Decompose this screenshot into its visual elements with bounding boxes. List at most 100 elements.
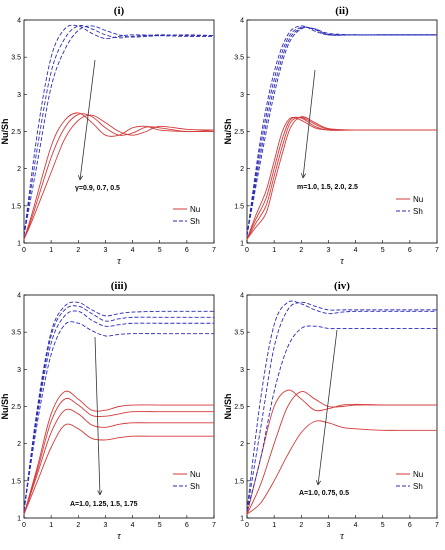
y-tick-label: 2	[240, 166, 244, 173]
y-tick-label: 1.5	[234, 478, 244, 485]
y-axis-label: Nu/Sh	[223, 119, 233, 145]
panel-title: (iii)	[111, 280, 128, 292]
x-tick-label: 0	[245, 522, 249, 529]
nu-series-line	[246, 420, 437, 515]
nu-series-line	[23, 397, 214, 515]
nu-series-line	[23, 390, 214, 515]
legend-sh-label: Sh	[413, 207, 423, 216]
y-tick-label: 3.5	[234, 55, 244, 62]
sh-series-line	[246, 27, 437, 236]
y-tick-label: 1.5	[11, 478, 21, 485]
y-tick-label: 4	[17, 18, 21, 25]
y-tick-label: 3.5	[234, 330, 244, 337]
x-tick-label: 2	[299, 247, 303, 254]
annotation-arrow	[317, 329, 338, 486]
annotation-arrow	[94, 336, 101, 496]
legend-box	[393, 190, 433, 218]
y-tick-label: 1	[240, 516, 244, 523]
y-axis-label: Nu/Sh	[0, 119, 10, 145]
y-tick-label: 1	[17, 516, 21, 523]
y-tick-label: 2.5	[234, 129, 244, 136]
legend-sh-label: Sh	[190, 217, 200, 226]
y-axis-label: Nu/Sh	[0, 394, 10, 420]
y-tick-label: 2.5	[234, 404, 244, 411]
chart-panel-iv: (iv) 0 1 2 3 4 5 6 7 1 1.5 2 2.5 3 3.5 4 Nu/Sh τ A=1.0, 0.…	[223, 275, 445, 550]
y-tick-label: 3.5	[11, 55, 21, 62]
x-tick-label: 7	[212, 247, 216, 254]
y-tick-label: 2.5	[11, 404, 21, 411]
y-tick-label: 3	[240, 367, 244, 374]
y-tick-label: 2	[240, 441, 244, 448]
parameter-annotation: A=1.0, 0.75, 0.5	[299, 490, 349, 497]
legend-box	[170, 465, 210, 493]
parameter-annotation: A=1.0, 1.25, 1.5, 1.75	[70, 501, 138, 508]
x-tick-label: 2	[76, 522, 80, 529]
x-axis-label: τ	[340, 256, 344, 267]
x-tick-label: 5	[381, 247, 385, 254]
nu-series-line	[23, 112, 215, 240]
y-tick-label: 2.5	[11, 129, 21, 136]
x-tick-label: 3	[326, 247, 330, 254]
y-tick-label: 3.5	[11, 330, 21, 337]
sh-series-line	[246, 325, 437, 511]
x-tick-label: 5	[158, 247, 162, 254]
y-tick-label: 2	[17, 166, 21, 173]
x-tick-label: 1	[272, 522, 276, 529]
x-tick-label: 4	[131, 522, 135, 529]
x-tick-label: 3	[103, 522, 107, 529]
legend-nu-label: Nu	[190, 470, 200, 479]
x-tick-label: 0	[22, 247, 26, 254]
x-tick-label: 1	[49, 247, 53, 254]
x-tick-label: 6	[408, 247, 412, 254]
arrow-head	[97, 490, 103, 496]
x-tick-label: 6	[408, 522, 412, 529]
legend-sh-label: Sh	[190, 482, 200, 491]
sh-series-line	[23, 24, 215, 236]
sh-series-line	[246, 25, 437, 236]
parameter-annotation: γ=0.9, 0.7, 0.5	[75, 185, 120, 192]
panel-title: (iv)	[334, 280, 350, 292]
legend-box	[170, 200, 210, 228]
sh-series-line	[23, 305, 214, 511]
y-tick-label: 1.5	[11, 203, 21, 210]
y-tick-label: 3	[17, 367, 21, 374]
sh-series-line	[23, 321, 214, 511]
x-tick-label: 6	[185, 522, 189, 529]
x-tick-label: 7	[435, 522, 439, 529]
annotation-arrow	[79, 59, 96, 181]
x-tick-label: 3	[326, 522, 330, 529]
y-axis-label: Nu/Sh	[223, 394, 233, 420]
parameter-annotation: m=1.0, 1.5, 2.0, 2.5	[297, 184, 358, 191]
legend-nu-label: Nu	[413, 470, 423, 479]
legend-nu-label: Nu	[413, 195, 423, 204]
panel-title: (i)	[114, 5, 125, 17]
x-tick-label: 7	[212, 522, 216, 529]
chart-panel-ii: (ii) 0 1 2 3 4 5 6 7 1 1.5 2 2.5 3 3.5 4 Nu/Sh τ m=1.0, 1.…	[223, 0, 445, 275]
x-tick-label: 0	[245, 247, 249, 254]
nu-series-line	[23, 113, 215, 240]
x-axis-label: τ	[340, 531, 344, 542]
arrow-head	[300, 173, 306, 179]
sh-series-line	[23, 25, 215, 236]
annotation-arrow	[302, 69, 316, 179]
x-tick-label: 1	[49, 522, 53, 529]
x-axis-label: τ	[117, 256, 121, 267]
y-tick-label: 1	[17, 241, 21, 248]
legend-nu-label: Nu	[190, 205, 200, 214]
y-tick-label: 4	[240, 18, 244, 25]
y-tick-label: 4	[17, 293, 21, 300]
chart-panel-iii: (iii) 0 1 2 3 4 5 6 7 1 1.5 2 2.5 3 3.5 4 Nu/Sh τ A=1.0, 1…	[0, 275, 222, 550]
x-axis-label: τ	[117, 531, 121, 542]
x-tick-label: 3	[103, 247, 107, 254]
sh-series-line	[23, 310, 214, 511]
nu-series-line	[246, 116, 437, 240]
x-tick-label: 0	[22, 522, 26, 529]
x-tick-label: 2	[299, 522, 303, 529]
nu-series-line	[246, 391, 437, 515]
sh-series-line	[23, 301, 214, 511]
legend-sh-label: Sh	[413, 482, 423, 491]
y-tick-label: 2	[17, 441, 21, 448]
x-tick-label: 1	[272, 247, 276, 254]
